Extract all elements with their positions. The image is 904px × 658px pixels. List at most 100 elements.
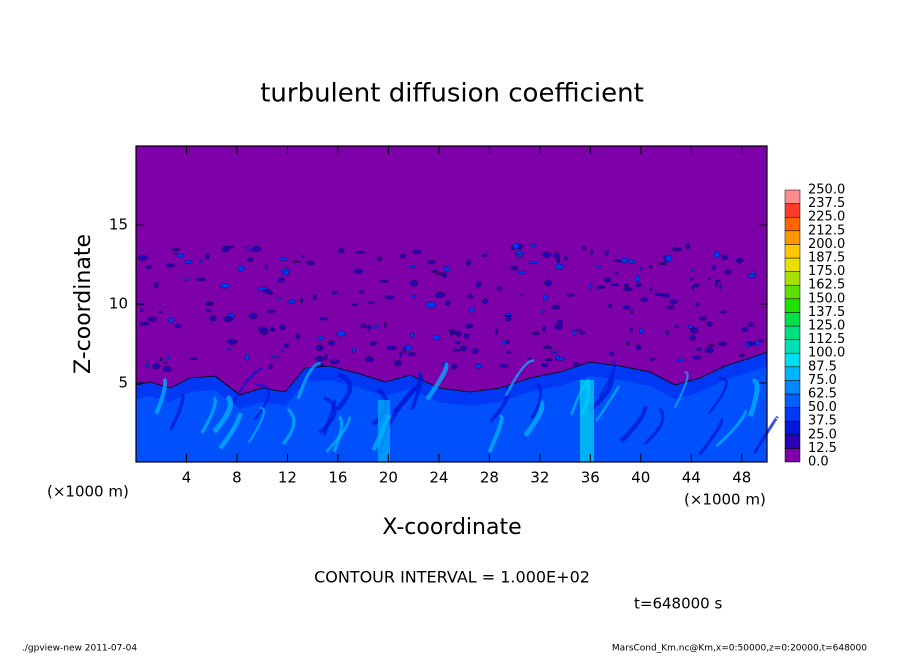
eddy <box>691 285 694 291</box>
streak <box>247 406 265 444</box>
eddy <box>456 331 462 337</box>
x-tick-label: 4 <box>182 469 192 487</box>
eddy <box>327 340 335 346</box>
eddy <box>139 322 150 326</box>
eddy <box>690 276 693 281</box>
colorbar-box <box>784 380 801 395</box>
time-label: t=648000 s <box>634 595 722 613</box>
eddy <box>452 348 461 352</box>
eddy <box>608 303 613 309</box>
eddy <box>459 345 467 352</box>
eddy <box>747 274 757 278</box>
eddy <box>399 351 403 358</box>
eddy <box>529 243 537 248</box>
eddy <box>543 294 548 301</box>
eddy <box>279 324 286 330</box>
x-tick-label: 32 <box>530 469 549 487</box>
streak <box>325 416 351 453</box>
streak <box>748 378 760 418</box>
eddy <box>314 356 324 362</box>
streak <box>212 394 233 434</box>
eddy <box>221 245 230 253</box>
eddy <box>412 249 422 254</box>
eddy <box>724 269 732 275</box>
eddy <box>308 260 314 266</box>
streak <box>715 410 748 448</box>
colorbar-box <box>784 407 801 422</box>
eddy <box>265 264 268 269</box>
eddy <box>474 363 483 369</box>
colorbar-box <box>784 420 801 436</box>
streak <box>318 395 337 434</box>
eddy <box>514 251 525 256</box>
eddy <box>541 363 549 368</box>
eddy <box>432 334 441 341</box>
eddy <box>166 355 170 360</box>
eddy <box>505 312 512 316</box>
eddy <box>704 347 714 353</box>
eddy <box>542 325 546 332</box>
eddy <box>495 328 498 335</box>
eddy <box>281 350 284 353</box>
eddy <box>434 291 445 298</box>
x-tick-label: 12 <box>278 469 297 487</box>
eddy <box>639 327 644 334</box>
eddy <box>359 290 364 294</box>
eddy <box>481 253 488 258</box>
eddy <box>386 345 397 350</box>
eddy <box>715 279 721 283</box>
chart-title: turbulent diffusion coefficient <box>260 79 644 109</box>
eddy <box>407 352 417 357</box>
eddy <box>501 339 506 345</box>
streak <box>707 377 728 415</box>
eddy <box>610 283 619 287</box>
eddy <box>410 332 415 338</box>
streak <box>281 407 296 446</box>
colorbar-label: 12.5 <box>808 441 837 456</box>
eddy <box>183 277 190 281</box>
eddy <box>268 364 273 370</box>
eddy <box>402 346 406 354</box>
streak <box>322 398 336 436</box>
eddy <box>669 299 678 305</box>
eddy <box>630 308 633 315</box>
eddy <box>353 268 364 274</box>
eddy <box>471 348 479 354</box>
updraft <box>378 400 390 462</box>
eddy <box>510 265 518 271</box>
streak <box>643 407 665 445</box>
colorbar-label: 50.0 <box>808 400 837 415</box>
eddy <box>330 359 340 365</box>
eddy <box>541 309 545 315</box>
eddy <box>184 260 193 264</box>
eddy <box>293 260 301 263</box>
eddy <box>695 302 700 307</box>
eddy <box>366 324 372 331</box>
eddy <box>317 335 324 341</box>
eddy <box>739 353 745 358</box>
eddy <box>384 321 387 328</box>
eddy <box>527 356 532 360</box>
eddy <box>742 326 749 332</box>
eddy <box>721 254 729 260</box>
colorbar-box <box>784 434 801 449</box>
eddy <box>295 333 301 340</box>
x-tick-label: 36 <box>581 469 600 487</box>
eddy <box>441 271 447 278</box>
eddy <box>177 253 185 258</box>
streak <box>753 416 779 454</box>
eddy <box>708 277 711 281</box>
eddy <box>448 328 455 332</box>
eddy <box>566 293 575 297</box>
eddy <box>580 331 586 335</box>
colorbar-label: 137.5 <box>808 305 845 320</box>
eddy <box>198 259 202 263</box>
eddy <box>718 283 722 290</box>
eddy <box>635 282 642 288</box>
eddy <box>635 344 642 350</box>
eddy <box>277 277 285 283</box>
eddy <box>496 286 503 291</box>
colorbar-box <box>784 325 801 340</box>
colorbar-box <box>784 203 801 218</box>
eddy <box>707 344 716 347</box>
